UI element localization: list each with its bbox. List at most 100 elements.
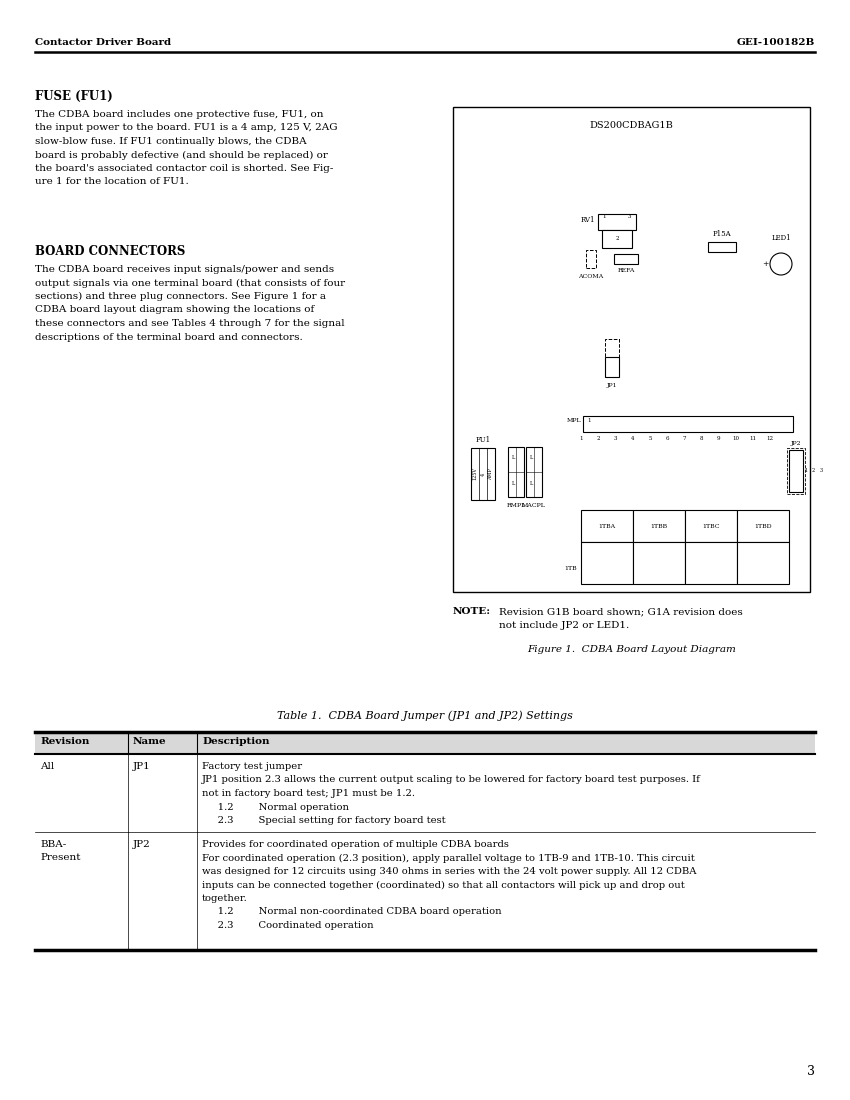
Text: 1: 1 [804,469,807,473]
Text: inputs can be connected together (coordinated) so that all contactors will pick : inputs can be connected together (coordi… [202,880,685,890]
Bar [508,447,524,497]
Bar [583,416,793,432]
Text: board is probably defective (and should be replaced) or: board is probably defective (and should … [35,151,328,160]
Text: Contactor Driver Board: Contactor Driver Board [35,39,171,47]
Text: 1: 1 [579,436,583,441]
Text: ACOMA: ACOMA [578,274,603,279]
Text: For coordinated operation (2.3 position), apply parallel voltage to 1TB-9 and 1T: For coordinated operation (2.3 position)… [202,854,694,862]
Text: the input power to the board. FU1 is a 4 amp, 125 V, 2AG: the input power to the board. FU1 is a 4… [35,123,337,132]
Text: Description: Description [202,737,269,747]
Text: Present: Present [40,854,81,862]
Text: 1TBD: 1TBD [754,524,772,528]
Text: 2.3        Special setting for factory board test: 2.3 Special setting for factory board te… [202,816,445,825]
Bar [605,339,619,359]
Bar [633,510,685,542]
Text: sections) and three plug connectors. See Figure 1 for a: sections) and three plug connectors. See… [35,292,326,301]
Text: 2.3        Coordinated operation: 2.3 Coordinated operation [202,921,374,929]
Text: 2: 2 [812,469,815,473]
Bar [685,510,737,542]
Text: ure 1 for the location of FU1.: ure 1 for the location of FU1. [35,177,189,187]
Text: Provides for coordinated operation of multiple CDBA boards: Provides for coordinated operation of mu… [202,840,509,849]
Text: 8: 8 [700,436,703,441]
Text: was designed for 12 circuits using 340 ohms in series with the 24 volt power sup: was designed for 12 circuits using 340 o… [202,867,696,876]
Text: 1TBB: 1TBB [650,524,667,528]
Text: NOTE:: NOTE: [453,607,491,616]
Bar [633,542,685,584]
Text: 1.2        Normal non-coordinated CDBA board operation: 1.2 Normal non-coordinated CDBA board op… [202,908,502,916]
Text: MPL: MPL [566,418,581,424]
Text: the board's associated contactor coil is shorted. See Fig-: the board's associated contactor coil is… [35,164,333,173]
Text: P15A: P15A [712,230,731,238]
Bar [35,732,815,754]
Bar [586,250,596,268]
Text: 2: 2 [597,436,600,441]
Text: 1.2        Normal operation: 1.2 Normal operation [202,803,349,812]
Text: BOARD CONNECTORS: BOARD CONNECTORS [35,245,185,258]
Text: 11: 11 [750,436,756,441]
Text: 125V: 125V [473,468,478,481]
Bar [737,542,789,584]
Text: L: L [512,455,515,460]
Text: BBA-: BBA- [40,840,66,849]
Text: RMPL: RMPL [507,503,525,508]
Bar [708,242,736,252]
Text: The CDBA board receives input signals/power and sends: The CDBA board receives input signals/po… [35,265,334,274]
Bar [598,214,636,230]
Text: 1TBA: 1TBA [598,524,615,528]
Text: 2: 2 [615,236,619,242]
Text: 3: 3 [820,469,823,473]
Text: Table 1.  CDBA Board Jumper (JP1 and JP2) Settings: Table 1. CDBA Board Jumper (JP1 and JP2)… [277,710,573,720]
Text: 10: 10 [733,436,740,441]
Text: 3: 3 [614,436,617,441]
Text: 5: 5 [648,436,652,441]
Circle shape [770,253,792,275]
Text: slow-blow fuse. If FU1 continually blows, the CDBA: slow-blow fuse. If FU1 continually blows… [35,138,307,146]
Bar [685,542,737,584]
Text: AMP: AMP [489,469,494,480]
Text: together.: together. [202,894,247,903]
Bar [787,448,805,494]
Text: JP2: JP2 [790,441,802,446]
Bar [614,254,638,264]
Text: Factory test jumper: Factory test jumper [202,762,302,771]
Text: 12: 12 [767,436,774,441]
Text: +: + [762,260,768,268]
Text: DS200CDBAG1B: DS200CDBAG1B [590,121,673,130]
Text: 4: 4 [480,472,485,475]
Text: FU1: FU1 [475,436,490,444]
Text: FUSE (FU1): FUSE (FU1) [35,90,113,103]
Text: Revision G1B board shown; G1A revision does: Revision G1B board shown; G1A revision d… [499,607,743,616]
Text: output signals via one terminal board (that consists of four: output signals via one terminal board (t… [35,278,345,287]
Bar [471,448,495,501]
Text: 4: 4 [631,436,634,441]
Text: 9: 9 [717,436,721,441]
Text: Name: Name [133,737,167,747]
Text: GEI-100182B: GEI-100182B [737,39,815,47]
Text: MACPL: MACPL [522,503,546,508]
Bar [605,358,619,377]
Text: 6: 6 [666,436,669,441]
Text: these connectors and see Tables 4 through 7 for the signal: these connectors and see Tables 4 throug… [35,319,344,328]
Bar [581,510,633,542]
Text: The CDBA board includes one protective fuse, FU1, on: The CDBA board includes one protective f… [35,110,324,119]
Text: 3: 3 [807,1065,815,1078]
Text: 1TB: 1TB [564,566,577,571]
Text: 3: 3 [628,213,632,219]
Text: L: L [530,481,533,486]
Text: CDBA board layout diagram showing the locations of: CDBA board layout diagram showing the lo… [35,306,315,315]
Bar [581,542,633,584]
Text: JP1: JP1 [607,383,617,388]
Text: 1TBC: 1TBC [702,524,720,528]
Text: 1: 1 [602,213,605,219]
Text: Revision: Revision [40,737,89,747]
Text: L: L [530,455,533,460]
Text: JP1: JP1 [133,762,150,771]
Text: LED1: LED1 [771,234,791,242]
Text: All: All [40,762,54,771]
Text: RV1: RV1 [581,216,595,224]
Bar [789,450,803,492]
Text: 1: 1 [587,418,591,424]
Text: REFA: REFA [617,268,635,273]
Text: descriptions of the terminal board and connectors.: descriptions of the terminal board and c… [35,332,303,341]
Text: L: L [512,481,515,486]
